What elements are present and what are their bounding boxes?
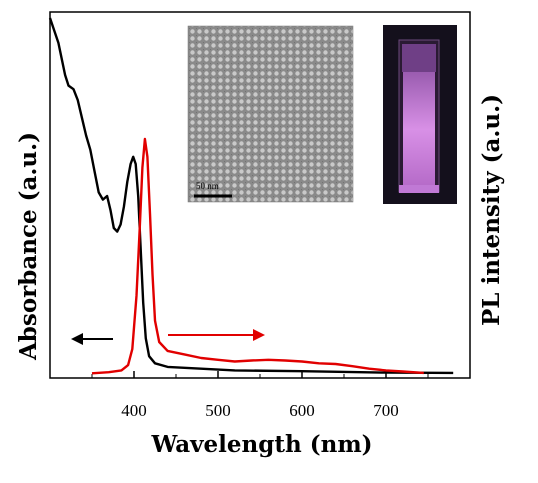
tem-inset-image: 50 nm — [187, 25, 354, 203]
cuvette-photo-inset — [383, 25, 457, 204]
y-axis-label-left: Absorbance (a.u.) — [15, 132, 42, 361]
x-axis-label: Wavelength (nm) — [150, 431, 372, 458]
absorbance-series-line — [48, 17, 454, 375]
pl-axis-arrow — [168, 329, 265, 341]
x-tick-label-600: 600 — [289, 401, 315, 420]
x-tick-label-500: 500 — [205, 401, 231, 420]
scale-bar-label: 50 nm — [196, 181, 219, 191]
y-axis-label-right: PL intensity (a.u.) — [478, 94, 505, 326]
absorbance-axis-arrow — [71, 333, 113, 345]
x-tick-label-700: 700 — [373, 401, 399, 420]
x-tick-label-400: 400 — [121, 401, 147, 420]
pl-series-line — [91, 137, 424, 375]
